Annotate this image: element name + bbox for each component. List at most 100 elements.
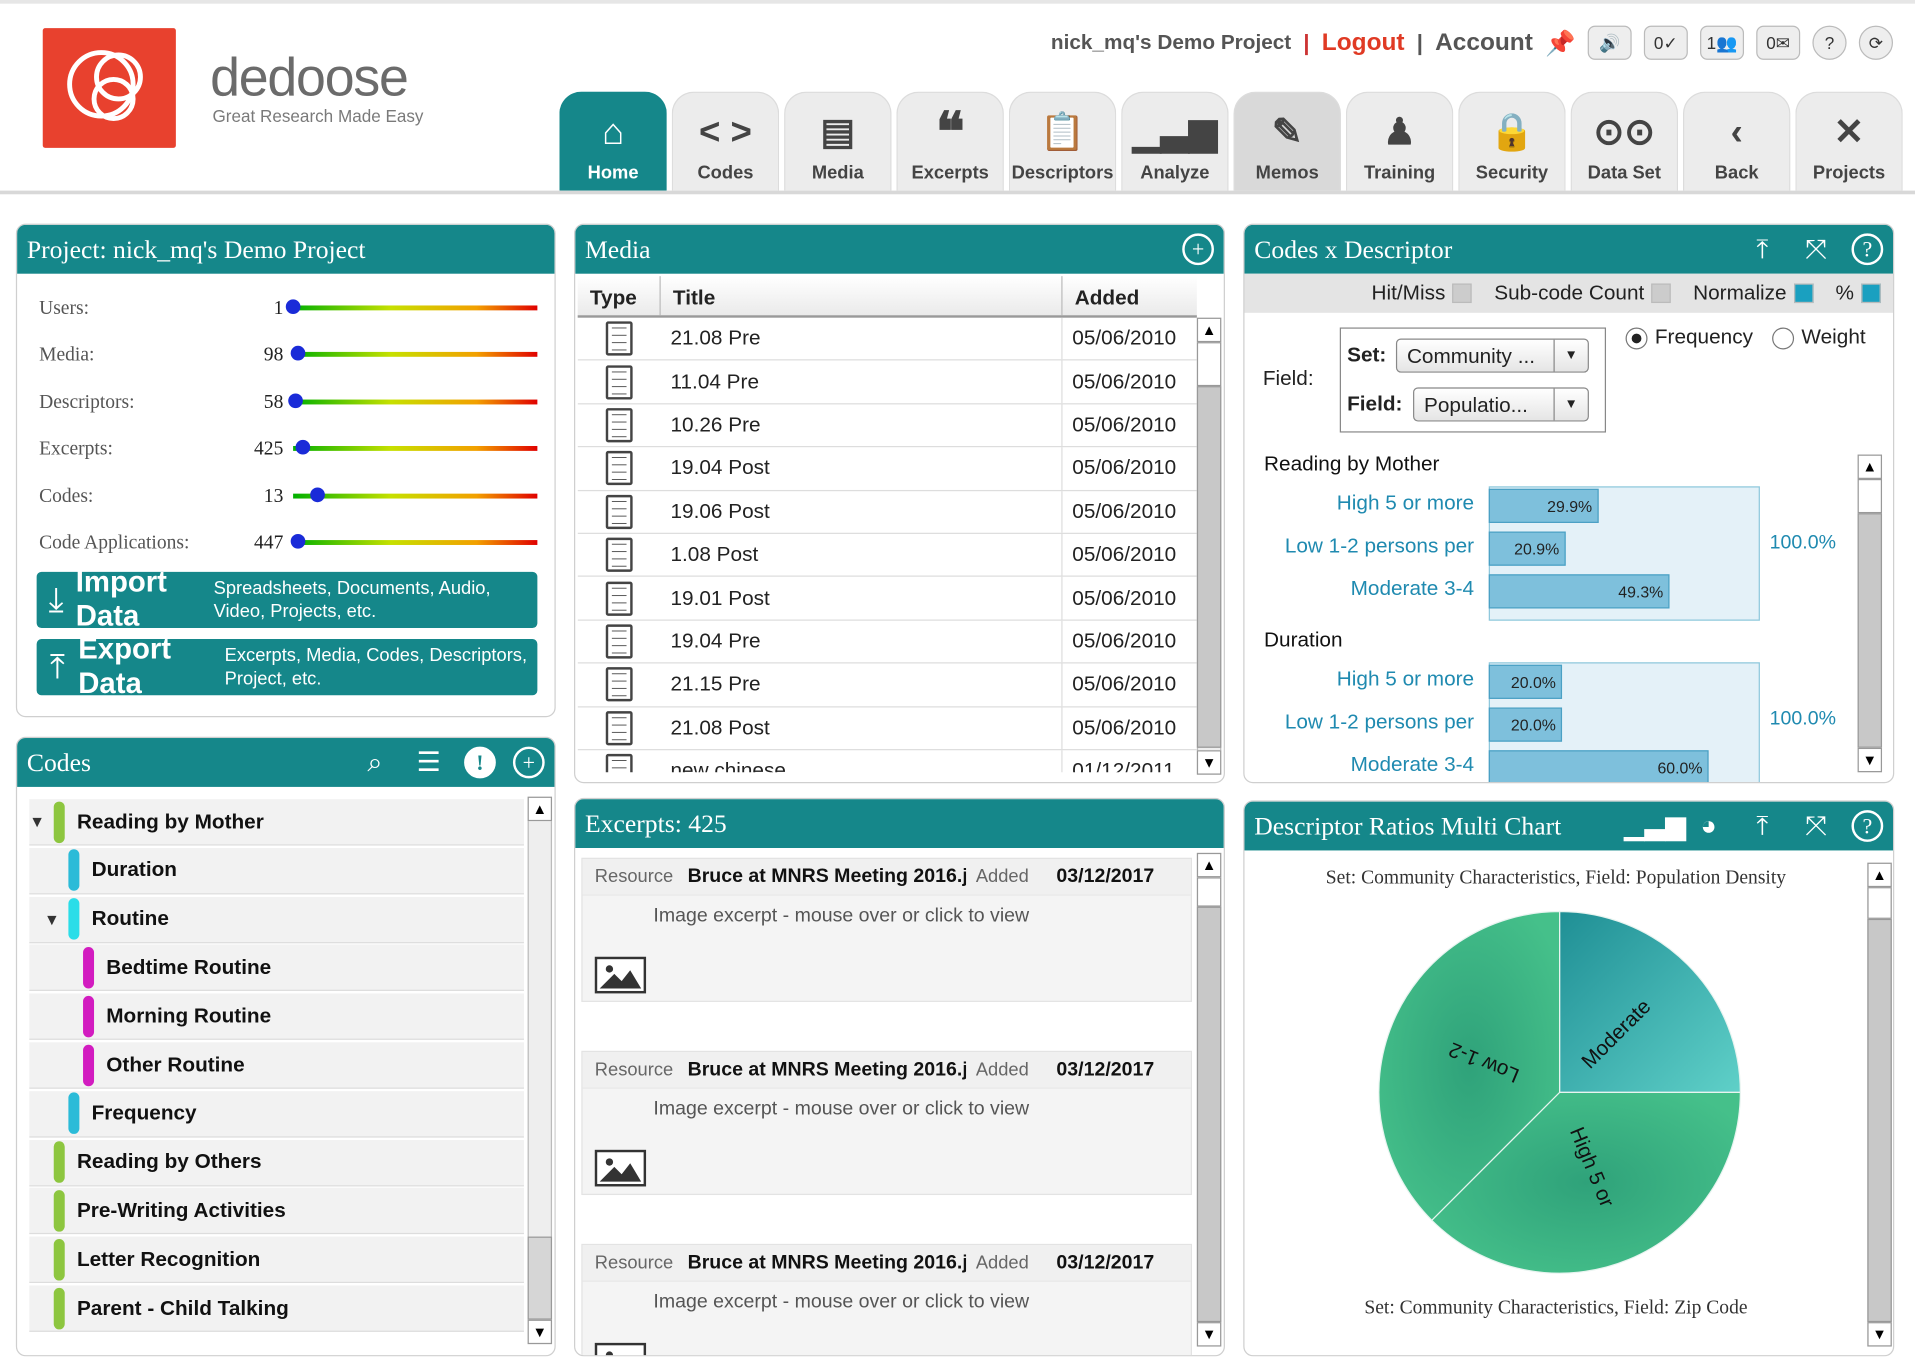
column-header-added[interactable]: Added [1074, 285, 1140, 310]
scroll-thumb[interactable] [1196, 877, 1222, 907]
code-tree-item[interactable]: Morning Routine [29, 993, 524, 1041]
cxd-bar[interactable]: 20.0% [1488, 664, 1563, 699]
scroll-thumb[interactable] [1867, 887, 1892, 919]
scroll-track[interactable] [1196, 906, 1222, 1323]
code-tree-item[interactable]: Other Routine [29, 1042, 524, 1089]
export-icon[interactable]: ⤒ [1756, 233, 1769, 264]
code-tree-item[interactable]: Duration [29, 847, 524, 895]
image-icon[interactable] [594, 1342, 647, 1356]
tab-analyze[interactable]: ▁▃▆ Analyze [1121, 91, 1229, 191]
scroll-down-arrow[interactable]: ▼ [1196, 750, 1222, 775]
code-tree-item[interactable]: Frequency [29, 1090, 524, 1138]
bar-chart-icon[interactable]: ▁▃▆ [1623, 810, 1686, 841]
cxd-bar-label[interactable]: Moderate 3-4 [1350, 752, 1475, 776]
cxd-bar-label[interactable]: Low 1-2 persons per [1284, 533, 1475, 558]
sound-icon[interactable]: 🔊 [1587, 25, 1632, 60]
tab-training[interactable]: ♟ Training [1345, 91, 1454, 191]
current-project-name[interactable]: nick_mq's Demo Project [1050, 30, 1292, 54]
media-row[interactable]: 1.08 Post 05/06/2010 [577, 533, 1197, 578]
excerpt-resource-name[interactable]: Bruce at MNRS Meeting 2016.jpg [687, 865, 967, 887]
pie-slice[interactable] [1430, 1091, 1741, 1274]
scroll-up-arrow[interactable]: ▲ [1196, 317, 1222, 343]
import-data-button[interactable]: ⤓ Import Data Spreadsheets, Documents, A… [36, 566, 538, 633]
code-tree-item[interactable]: ▼ Routine [29, 896, 524, 943]
scroll-up-arrow[interactable]: ▲ [1196, 852, 1222, 878]
frequency-radio[interactable] [1625, 326, 1648, 349]
column-header-type[interactable]: Type [578, 276, 661, 316]
percent-checkbox[interactable] [1861, 283, 1881, 304]
account-link[interactable]: Account [1435, 28, 1533, 56]
scroll-track[interactable] [1867, 918, 1892, 1323]
frequency-option[interactable]: Frequency [1625, 325, 1753, 349]
tab-back[interactable]: ‹ Back [1682, 91, 1791, 191]
tab-descriptors[interactable]: 📋 Descriptors [1008, 91, 1117, 191]
logout-link[interactable]: Logout [1321, 28, 1405, 56]
tab-memos[interactable]: ✎ Memos [1233, 91, 1341, 191]
image-icon[interactable] [594, 1149, 647, 1187]
help-icon[interactable]: ? [1851, 233, 1884, 266]
excerpt-card[interactable]: Resource Bruce at MNRS Meeting 2016.jpg Ad… [581, 1050, 1192, 1196]
media-row[interactable]: 19.04 Pre 05/06/2010 [577, 620, 1197, 664]
mail-counter[interactable]: 0 ✉ [1756, 25, 1801, 60]
dedoose-logo[interactable] [42, 28, 176, 148]
scroll-up-arrow[interactable]: ▲ [1857, 454, 1883, 479]
tab-media[interactable]: ▤ Media [784, 91, 892, 191]
normalize-checkbox[interactable] [1793, 283, 1814, 304]
media-row[interactable]: 21.08 Post 05/06/2010 [577, 706, 1197, 751]
checks-counter[interactable]: 0 ✓ [1643, 25, 1688, 60]
scroll-down-arrow[interactable]: ▼ [1867, 1322, 1892, 1347]
cxd-bar-label[interactable]: Low 1-2 persons per [1284, 709, 1475, 734]
cxd-bar[interactable]: 20.9% [1488, 531, 1566, 566]
cxd-bar-label[interactable]: High 5 or more [1336, 491, 1475, 515]
weight-option[interactable]: Weight [1772, 325, 1866, 349]
code-tree-item[interactable]: ▼ Reading by Mother [29, 799, 524, 846]
media-row[interactable]: 10.26 Pre 05/06/2010 [577, 404, 1197, 448]
export-data-button[interactable]: ⤒ Export Data Excerpts, Media, Codes, De… [36, 633, 538, 700]
excerpt-resource-name[interactable]: Bruce at MNRS Meeting 2016.jpg [687, 1251, 967, 1273]
filter-sliders-icon[interactable]: ☰ [416, 746, 441, 778]
refresh-icon[interactable]: ⟳ [1858, 25, 1894, 60]
add-media-icon[interactable]: + [1182, 233, 1214, 266]
subcode-count-checkbox[interactable] [1651, 283, 1672, 304]
help-icon[interactable]: ? [1851, 810, 1884, 842]
excerpt-card[interactable]: Resource Bruce at MNRS Meeting 2016.jpg Ad… [581, 1243, 1192, 1356]
excerpt-resource-name[interactable]: Bruce at MNRS Meeting 2016.jpg [687, 1058, 967, 1080]
cxd-bar[interactable]: 29.9% [1488, 488, 1599, 523]
pie-slice[interactable] [1558, 910, 1741, 1093]
expand-triangle-icon[interactable]: ▼ [43, 909, 60, 929]
scroll-down-arrow[interactable]: ▼ [527, 1319, 553, 1345]
code-tree-item[interactable]: Pre-Writing Activities [29, 1188, 524, 1235]
scroll-thumb[interactable] [1857, 478, 1883, 514]
scroll-thumb[interactable] [527, 1236, 553, 1320]
set-select[interactable]: Community ... ▼ [1395, 338, 1589, 373]
code-tree-item[interactable]: Bedtime Routine [29, 945, 524, 992]
media-row[interactable]: 21.15 Pre 05/06/2010 [577, 663, 1197, 707]
field-select[interactable]: Populatio... ▼ [1413, 387, 1589, 422]
tab-home[interactable]: ⌂ Home [559, 91, 667, 191]
pie-chart-icon[interactable]: ◕ [1700, 810, 1717, 841]
code-tree-item[interactable]: Letter Recognition [29, 1236, 524, 1284]
code-tree-item[interactable]: Reading by Others [29, 1139, 524, 1186]
expand-triangle-icon[interactable]: ▼ [29, 812, 46, 831]
media-row[interactable]: 19.04 Post 05/06/2010 [577, 447, 1197, 491]
media-row[interactable]: new chinese 01/12/2011 [578, 750, 1197, 773]
tab-excerpts[interactable]: ❝ Excerpts [896, 91, 1004, 191]
tab-security[interactable]: 🔒 Security [1458, 91, 1566, 191]
cxd-bar[interactable]: 20.0% [1488, 707, 1563, 742]
cxd-bar[interactable]: 60.0% [1488, 750, 1709, 783]
tab-data-set[interactable]: ⊙⊙ Data Set [1570, 91, 1679, 191]
scroll-up-arrow[interactable]: ▲ [1867, 862, 1892, 888]
alert-icon[interactable]: ! [464, 746, 496, 779]
code-tree-item[interactable]: Parent - Child Talking [29, 1285, 524, 1332]
export-icon[interactable]: ⤒ [1756, 810, 1769, 841]
column-header-title[interactable]: Title [661, 276, 1063, 316]
tab-codes[interactable]: < > Codes [671, 91, 780, 191]
add-code-icon[interactable]: + [512, 746, 545, 779]
pin-icon[interactable]: 📌 [1545, 29, 1576, 57]
media-row[interactable]: 21.08 Pre 05/06/2010 [577, 317, 1197, 361]
excerpt-card[interactable]: Resource Bruce at MNRS Meeting 2016.jpg Ad… [581, 857, 1192, 1002]
hit-miss-checkbox[interactable] [1452, 283, 1473, 304]
scroll-track[interactable] [1196, 386, 1222, 748]
media-row[interactable]: 19.06 Post 05/06/2010 [577, 490, 1197, 534]
tab-projects[interactable]: ✕ Projects [1795, 91, 1903, 191]
